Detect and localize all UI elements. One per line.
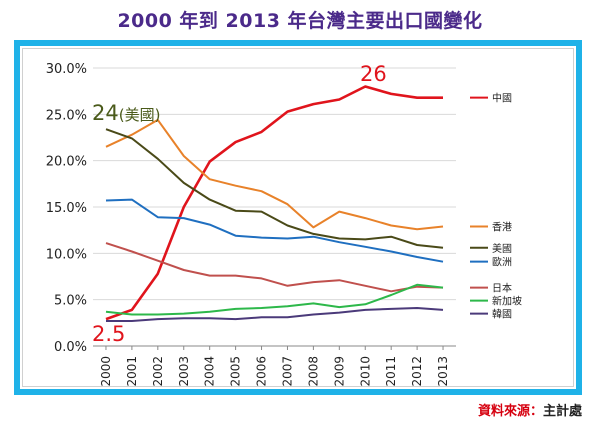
y-tick-label: 15.0% bbox=[46, 201, 87, 216]
x-tick-label: 2006 bbox=[255, 356, 269, 387]
y-tick-label: 0.0% bbox=[54, 340, 87, 355]
legend-label-usa: 美國 bbox=[492, 242, 512, 255]
x-tick-label: 2007 bbox=[280, 356, 294, 387]
annotation-usa-label: (美國) bbox=[119, 106, 161, 124]
series-lines bbox=[105, 85, 444, 322]
source-note: 資料來源：主計處 bbox=[478, 400, 582, 419]
annotation-usa-2000: 24(美國) bbox=[92, 101, 160, 125]
x-tick-label: 2010 bbox=[358, 356, 372, 387]
x-tick-label: 2004 bbox=[203, 356, 217, 387]
source-label: 資料來源： bbox=[477, 404, 543, 419]
chart-frame bbox=[14, 40, 582, 395]
x-tick-label: 2011 bbox=[384, 356, 398, 387]
x-tick-label: 2012 bbox=[410, 356, 424, 387]
annotation-china-peak: 26 bbox=[360, 62, 387, 86]
x-tick-label: 2008 bbox=[306, 356, 320, 387]
legend-label-hongkong: 香港 bbox=[492, 221, 512, 233]
annotation-china-2000: 2.5 bbox=[92, 322, 125, 346]
x-tick-label: 2005 bbox=[229, 356, 243, 387]
x-tick-label: 2000 bbox=[99, 356, 113, 387]
series-line-europe bbox=[105, 198, 444, 263]
source-value: 主計處 bbox=[542, 404, 582, 419]
series-line-japan bbox=[105, 242, 444, 293]
legend-label-china: 中國 bbox=[492, 92, 512, 105]
annotation-usa-value: 24 bbox=[92, 101, 119, 125]
x-tick-label: 2009 bbox=[332, 356, 346, 387]
legend-label-korea: 韓國 bbox=[492, 309, 512, 321]
x-tick-label: 2002 bbox=[151, 356, 165, 387]
y-tick-label: 20.0% bbox=[46, 155, 87, 170]
series-line-hongkong bbox=[105, 118, 444, 231]
annotations: 24(美國) 26 2.5 bbox=[92, 62, 387, 346]
y-tick-label: 25.0% bbox=[46, 108, 87, 123]
legend-label-japan: 日本 bbox=[492, 282, 512, 295]
series-line-singapore bbox=[105, 283, 444, 316]
y-tick-label: 30.0% bbox=[46, 62, 87, 77]
y-tick-label: 10.0% bbox=[46, 247, 87, 262]
series-line-korea bbox=[106, 307, 444, 322]
chart-title: 2000 年到 2013 年台灣主要出口國變化 bbox=[117, 10, 483, 32]
x-tick-label: 2003 bbox=[177, 356, 191, 387]
x-tick-label: 2013 bbox=[436, 356, 450, 387]
x-tick-label: 2001 bbox=[125, 356, 139, 387]
x-axis: 2000 2001 2002 2003 2004 2005 2006 2007 2008 2009… bbox=[99, 346, 450, 387]
y-tick-label: 5.0% bbox=[54, 294, 87, 309]
y-axis: 0.0% 5.0% 10.0% 15.0% 20.0% 25.0% 30.0% bbox=[46, 62, 87, 355]
legend-label-europe: 歐洲 bbox=[492, 256, 512, 269]
series-line-usa bbox=[105, 128, 444, 249]
plot-area-border bbox=[22, 48, 574, 387]
legend-label-singapore: 新加坡 bbox=[492, 295, 522, 308]
